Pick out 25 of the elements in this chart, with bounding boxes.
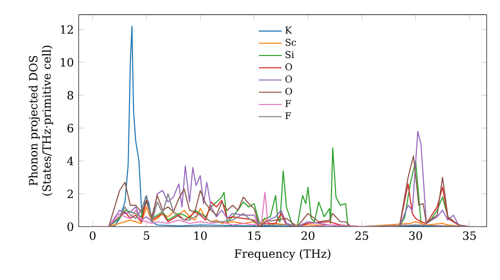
x-axis-title: Frequency (THz) xyxy=(234,249,330,260)
y-tick-label: 10 xyxy=(60,58,74,67)
x-tick-label: 20 xyxy=(302,231,314,240)
x-tick-label: 10 xyxy=(194,231,207,240)
x-tick-label: 35 xyxy=(463,231,476,240)
y-tick-label: 4 xyxy=(67,156,74,166)
legend-label: F xyxy=(285,100,291,107)
x-tick-label: 0 xyxy=(90,231,96,240)
legend-label: Sc xyxy=(286,38,296,46)
legend-label: O xyxy=(285,76,292,83)
y-tick-label: 12 xyxy=(60,25,73,34)
y-tick-label: 0 xyxy=(68,222,74,231)
legend-label: K xyxy=(285,26,292,34)
legend-label: O xyxy=(285,63,292,70)
y-tick-label: 2 xyxy=(68,190,73,198)
legend-label: Si xyxy=(286,51,294,58)
x-tick-label: 25 xyxy=(355,231,368,240)
legend-label: F xyxy=(285,112,291,120)
y-tick-label: 8 xyxy=(68,90,74,100)
x-tick-label: 5 xyxy=(144,231,150,240)
y-axis-title: Phonon projected DOS (States/THz·primitive cell) xyxy=(28,46,54,196)
x-tick-label: 30 xyxy=(409,231,422,240)
y-tick-label: 6 xyxy=(68,124,74,132)
legend-label: O xyxy=(285,88,292,95)
x-tick-label: 15 xyxy=(248,231,260,240)
